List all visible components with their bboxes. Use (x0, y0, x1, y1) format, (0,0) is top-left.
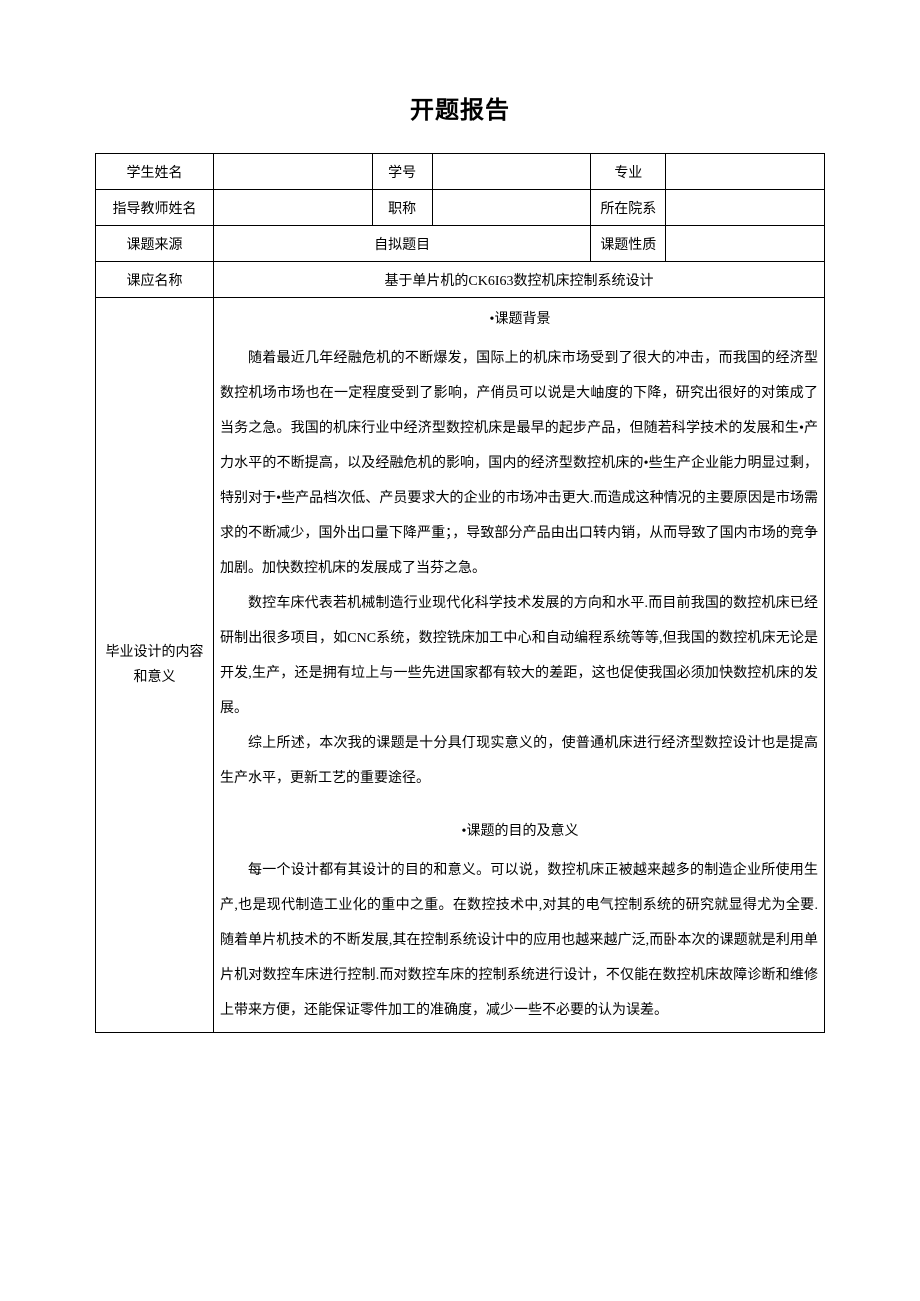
label-topic-source: 课题来源 (96, 226, 214, 262)
value-topic-name: 基于单片机的CK6I63数控机床控制系统设计 (214, 262, 825, 298)
label-topic-name: 课应名称 (96, 262, 214, 298)
row-topic-name: 课应名称 基于单片机的CK6I63数控机床控制系统设计 (96, 262, 825, 298)
label-student-name: 学生姓名 (96, 154, 214, 190)
row-student: 学生姓名 学号 专业 (96, 154, 825, 190)
side-label-line2: 和意义 (134, 670, 176, 685)
paragraph-2: 数控车床代表若机械制造行业现代化科学技术发展的方向和水平.而目前我国的数控机床已… (220, 586, 818, 726)
report-form-table: 学生姓名 学号 专业 指导教师姓名 职称 所在院系 课题来源 自拟题目 课题性质… (95, 153, 825, 1033)
label-content-meaning: 毕业设计的内容 和意义 (96, 298, 214, 1033)
row-advisor: 指导教师姓名 职称 所在院系 (96, 190, 825, 226)
heading-background: •课题背景 (222, 302, 818, 337)
value-position-title (432, 190, 591, 226)
label-major: 专业 (591, 154, 666, 190)
page-title: 开题报告 (95, 90, 825, 125)
value-topic-nature (666, 226, 825, 262)
paragraph-4: 每一个设计都有其设计的目的和意义。可以说，数控机床正被越来越多的制造企业所使用生… (220, 853, 818, 1028)
side-label-line1: 毕业设计的内容 (106, 645, 204, 660)
row-content: 毕业设计的内容 和意义 •课题背景 随着最近几年经融危机的不断爆发，国际上的机床… (96, 298, 825, 1033)
paragraph-3: 综上所述，本次我的课题是十分具仃现实意义的，使普通机床进行经济型数控设计也是提高… (220, 726, 818, 796)
row-topic-source: 课题来源 自拟题目 课题性质 (96, 226, 825, 262)
value-student-id (432, 154, 591, 190)
label-position-title: 职称 (372, 190, 432, 226)
label-advisor-name: 指导教师姓名 (96, 190, 214, 226)
value-advisor-name (214, 190, 373, 226)
paragraph-1: 随着最近几年经融危机的不断爆发，国际上的机床市场受到了很大的冲击，而我国的经济型… (220, 341, 818, 586)
value-student-name (214, 154, 373, 190)
value-major (666, 154, 825, 190)
content-body: •课题背景 随着最近几年经融危机的不断爆发，国际上的机床市场受到了很大的冲击，而… (214, 298, 825, 1033)
value-topic-source: 自拟题目 (214, 226, 591, 262)
label-topic-nature: 课题性质 (591, 226, 666, 262)
label-student-id: 学号 (372, 154, 432, 190)
heading-purpose: •课题的目的及意义 (222, 814, 818, 849)
value-department (666, 190, 825, 226)
label-department: 所在院系 (591, 190, 666, 226)
